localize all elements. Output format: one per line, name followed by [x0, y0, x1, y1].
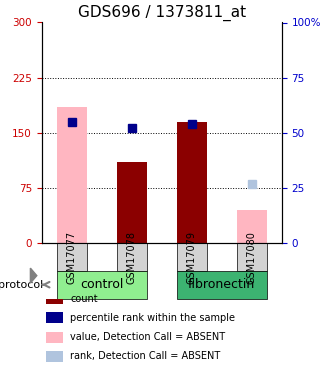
- Text: count: count: [70, 294, 98, 303]
- FancyBboxPatch shape: [236, 243, 267, 271]
- Bar: [46, 312, 63, 323]
- Title: GDS696 / 1373811_at: GDS696 / 1373811_at: [77, 5, 246, 21]
- Text: GSM17078: GSM17078: [127, 231, 137, 284]
- Bar: [46, 351, 63, 362]
- Bar: [46, 332, 63, 343]
- Bar: [116, 162, 147, 243]
- Bar: [46, 293, 63, 304]
- Text: GSM17077: GSM17077: [67, 231, 76, 284]
- Text: rank, Detection Call = ABSENT: rank, Detection Call = ABSENT: [70, 351, 221, 361]
- Text: GSM17079: GSM17079: [187, 231, 196, 284]
- Text: value, Detection Call = ABSENT: value, Detection Call = ABSENT: [70, 332, 226, 342]
- Bar: [57, 107, 87, 243]
- Text: fibronectin: fibronectin: [188, 278, 255, 291]
- Text: protocol: protocol: [0, 280, 43, 290]
- Bar: [177, 122, 207, 243]
- FancyBboxPatch shape: [57, 271, 147, 298]
- Text: control: control: [80, 278, 123, 291]
- FancyBboxPatch shape: [57, 243, 87, 271]
- FancyBboxPatch shape: [177, 243, 207, 271]
- Bar: [236, 210, 267, 243]
- Text: percentile rank within the sample: percentile rank within the sample: [70, 313, 236, 323]
- Text: GSM17080: GSM17080: [247, 231, 257, 284]
- FancyBboxPatch shape: [177, 271, 267, 298]
- FancyBboxPatch shape: [116, 243, 147, 271]
